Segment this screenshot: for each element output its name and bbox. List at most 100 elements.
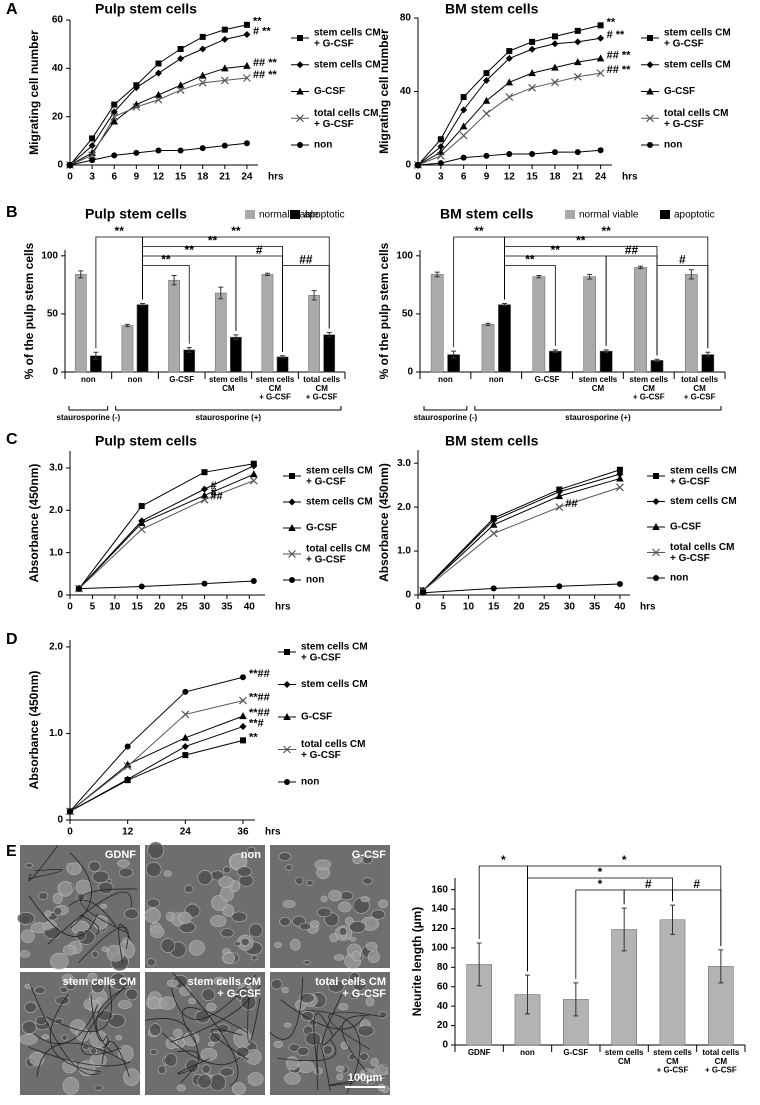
marker [555,503,564,512]
error-bar [124,323,130,328]
x-tick-label: 10 [109,602,121,613]
cell [17,912,36,925]
marker [249,476,258,485]
marker [243,21,250,28]
marker [181,710,190,719]
error-bar [485,322,491,327]
cell [197,1073,212,1089]
marker [154,90,163,98]
cell [340,1041,349,1050]
marker [483,152,490,159]
cell [89,1029,107,1048]
neurite [322,993,343,1046]
significance-bracket [656,265,709,356]
x-tick-label: stem cells CM + G-CSF [629,375,668,402]
cell [303,960,311,965]
marker [177,55,185,63]
x-tick-label: total cells CM + G-CSF [681,375,718,402]
x-tick-label: 30 [199,602,211,613]
cell [301,1011,315,1021]
series-line [78,580,254,590]
cell [304,1032,322,1046]
marker [556,583,563,590]
marker [239,737,246,744]
legend-label: stem cells CM + G-CSF [306,465,373,487]
cell [210,915,227,928]
cell [378,899,389,909]
error-bar [140,302,146,307]
marker [482,96,491,104]
y-tick-label: 20 [437,1020,449,1031]
marker [574,149,581,156]
cell [188,940,205,956]
neurite [328,1075,388,1086]
marker [483,70,490,77]
cell [278,852,292,861]
marker [646,61,654,69]
neurite [170,974,257,1020]
x-tick-label: 12 [504,172,516,183]
cell [365,941,378,951]
marker [199,145,206,152]
significance-bracket [453,236,505,348]
x-axis-label: hrs [265,827,281,838]
bar [532,276,546,373]
marker [505,93,514,101]
error-bar [311,290,317,301]
legend-label: stem cells CM [306,497,373,508]
cell [274,942,283,948]
annotation: ## [210,491,222,503]
marker [221,64,229,72]
neurite [49,994,101,1072]
neurite [328,1011,384,1050]
cell [281,986,289,994]
y-axis-label: % of the pulp stem cells [377,242,391,379]
series-line [78,465,255,589]
y-tick-label: 160 [431,884,448,895]
neurite [29,983,100,1075]
cell [284,1072,301,1085]
marker [138,503,145,510]
marker [489,529,498,538]
micrograph: non [144,841,265,968]
marker [647,142,653,148]
group-label: staurosporine (+) [565,413,631,422]
cell [316,907,332,918]
significance-label: * [598,865,603,879]
neurite [145,1018,199,1060]
error-bar [171,275,177,286]
marker [137,519,146,526]
marker [88,151,97,160]
cell [144,907,161,923]
bar [548,350,562,373]
cell [320,895,328,903]
neurite [79,914,100,935]
y-tick-label: 0 [57,590,63,601]
cell [352,980,367,991]
cell [328,890,342,902]
neurite [45,984,112,1032]
marker [551,33,558,40]
y-tick-label: 60 [437,981,449,992]
cell [90,1047,98,1055]
marker [529,150,536,157]
significance-bracket [282,265,330,352]
marker [111,101,118,108]
marker [154,69,162,77]
legend-label: apoptotic [674,210,715,221]
bar [74,274,87,373]
marker [249,470,258,478]
cell [164,1053,178,1067]
bar [261,274,274,373]
cell [250,955,258,961]
significance-bracket [605,255,658,356]
marker [288,524,296,531]
error-bar [501,302,507,307]
cell [360,896,370,903]
chart-title: BM stem cells [440,206,534,222]
annotation: ## [565,498,577,510]
marker [284,779,290,785]
cell [247,1072,264,1086]
bar [276,356,289,373]
marker [652,548,660,557]
